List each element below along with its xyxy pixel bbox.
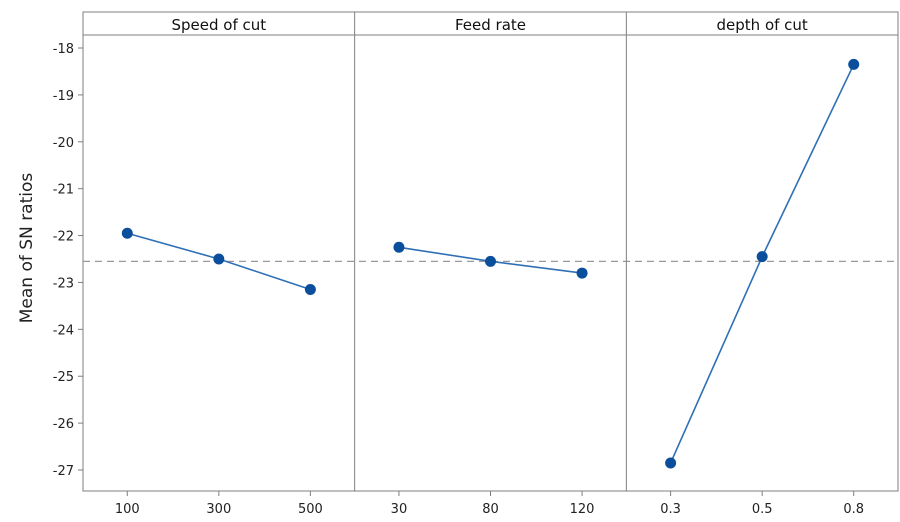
data-point [213,253,225,265]
y-tick-label: -20 [53,136,74,151]
x-tick-label: 0.5 [752,502,773,517]
x-tick-label: 100 [115,502,140,517]
plot-frame [82,11,899,492]
series-line [669,64,855,464]
x-tick-label: 120 [570,502,595,517]
y-tick-label: -25 [53,370,74,385]
y-tick-label: -24 [53,323,74,338]
y-tick-label: -19 [53,89,74,104]
y-tick-label: -23 [53,276,74,291]
data-point [121,227,133,239]
data-point [304,283,316,295]
y-tick-label: -18 [53,42,74,57]
x-tick-label: 300 [206,502,231,517]
data-point [848,58,860,70]
panel-title: depth of cut [717,16,808,34]
x-tick-label: 30 [391,502,408,517]
data-point [576,267,588,279]
y-tick-label: -22 [53,230,74,245]
data-point [756,251,768,263]
data-point [665,457,677,469]
data-point [393,241,405,253]
panel-title: Speed of cut [172,16,267,34]
x-tick-label: 80 [482,502,499,517]
y-tick-label: -27 [53,464,74,479]
data-point [485,255,496,267]
panel-title: Feed rate [455,16,526,34]
x-tick-label: 0.8 [843,502,864,517]
y-tick-label: -26 [53,417,74,432]
x-tick-label: 500 [298,502,323,517]
y-axis-label: Mean of SN ratios [17,173,37,324]
x-tick-label: 0.3 [660,502,681,517]
y-tick-label: -21 [53,183,74,198]
